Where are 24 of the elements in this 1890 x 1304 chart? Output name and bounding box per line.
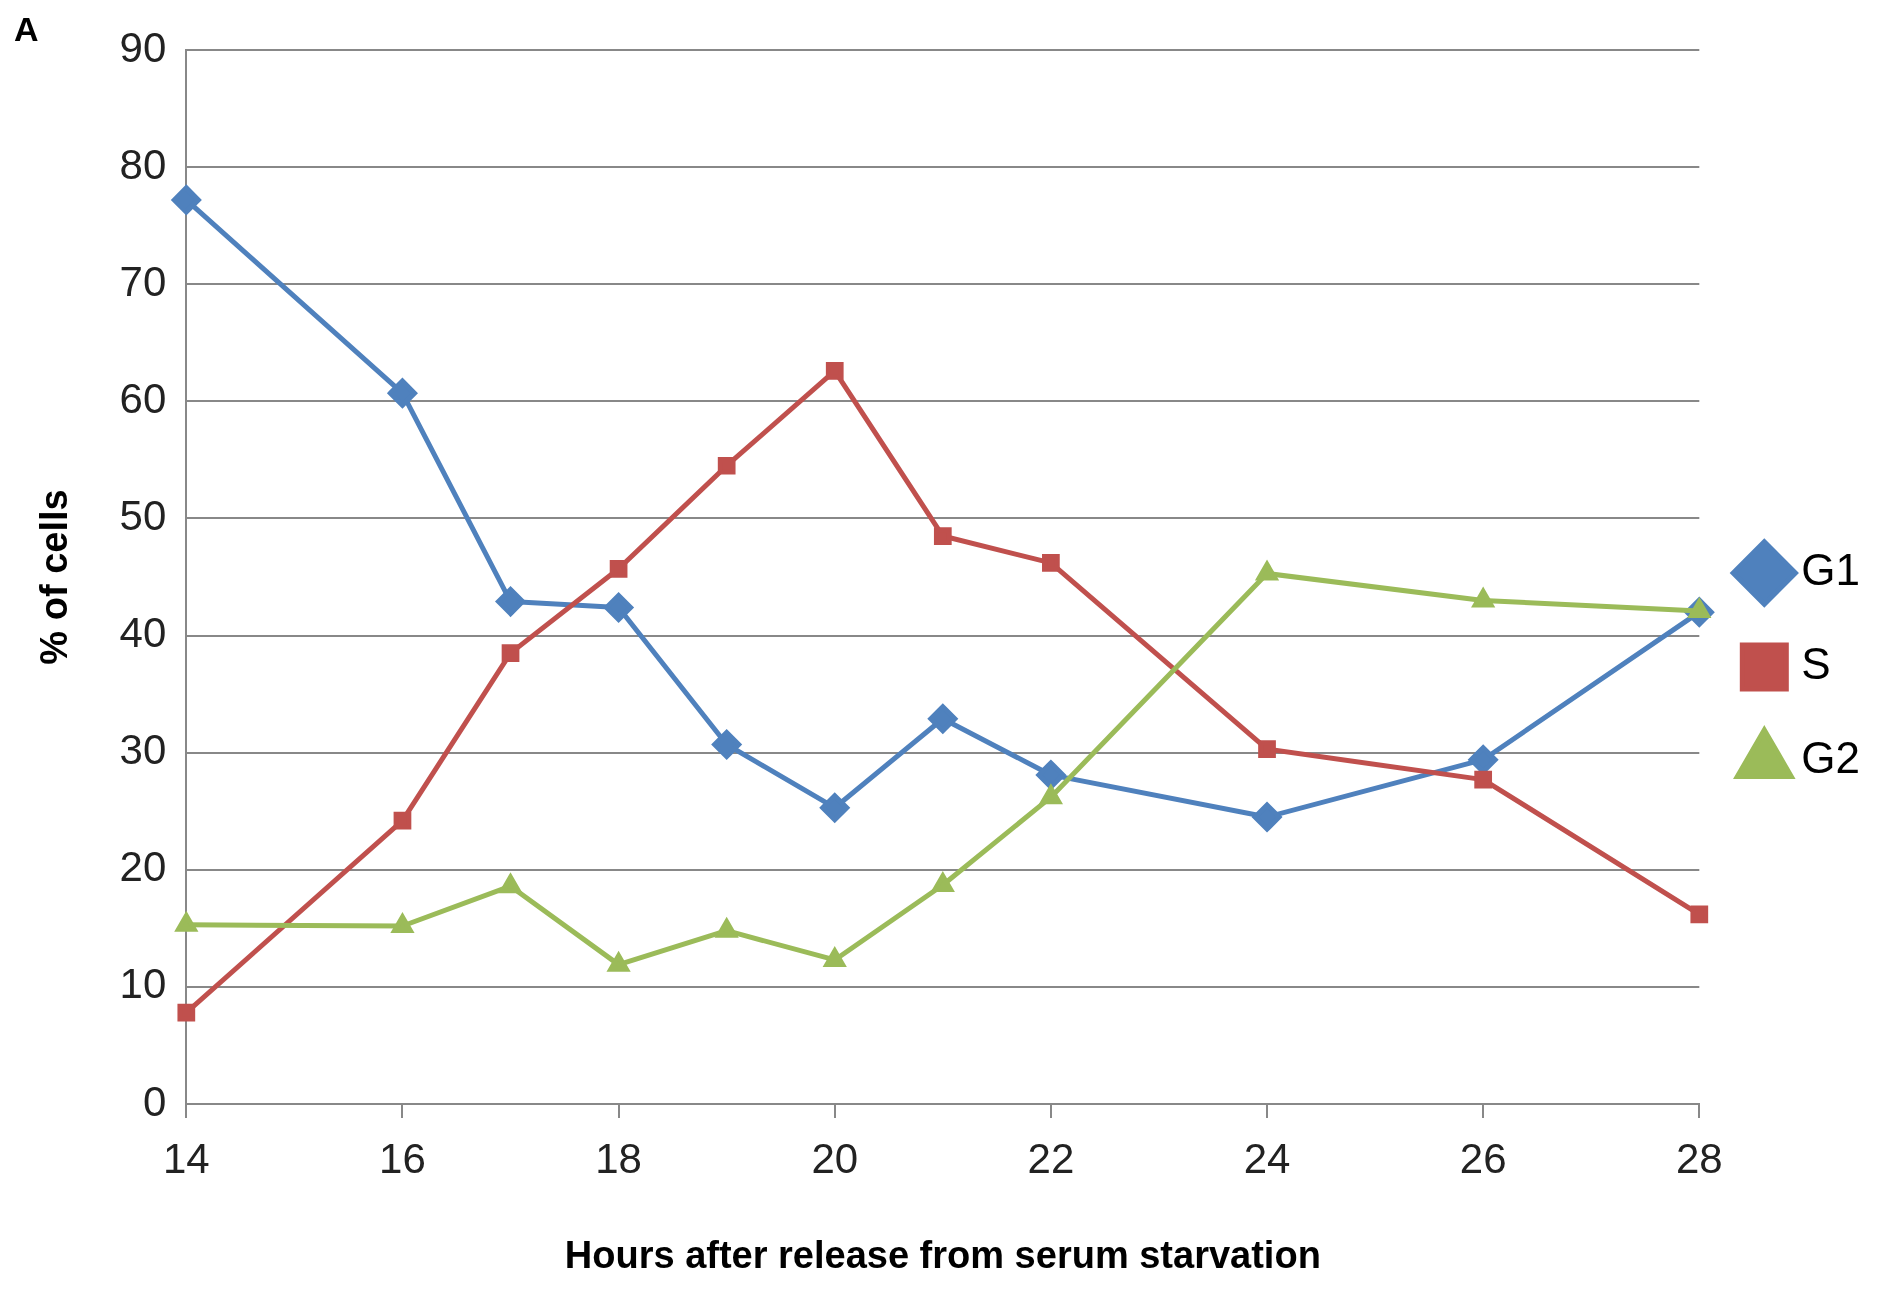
y-tick-label: 40 xyxy=(119,609,167,657)
x-tick-label: 20 xyxy=(811,1134,859,1182)
x-axis-title: Hours after release from serum starvation xyxy=(564,1233,1321,1276)
x-tick-label: 14 xyxy=(162,1134,210,1182)
x-tick-label: 26 xyxy=(1459,1134,1507,1182)
y-axis-title: % of cells xyxy=(33,489,76,665)
y-tick-label: 10 xyxy=(119,960,167,1008)
x-tick-label: 22 xyxy=(1027,1134,1075,1182)
y-tick-label: 90 xyxy=(119,23,167,71)
y-tick-label: 50 xyxy=(119,492,167,540)
legend-label: G1 xyxy=(1801,545,1861,595)
x-tick-label: 28 xyxy=(1675,1134,1723,1182)
y-tick-label: 20 xyxy=(119,843,167,891)
y-tick-label: 80 xyxy=(119,140,167,188)
x-tick-label: 16 xyxy=(379,1134,426,1182)
x-tick-label: 24 xyxy=(1243,1134,1291,1182)
y-tick-label: 30 xyxy=(119,726,167,774)
y-tick-label: 0 xyxy=(142,1077,167,1125)
y-tick-label: 70 xyxy=(119,257,167,305)
legend-label: S xyxy=(1801,639,1831,689)
text: A xyxy=(14,10,39,49)
x-tick-label: 18 xyxy=(595,1134,642,1182)
legend-label: G2 xyxy=(1801,733,1861,783)
y-tick-label: 60 xyxy=(119,374,167,422)
